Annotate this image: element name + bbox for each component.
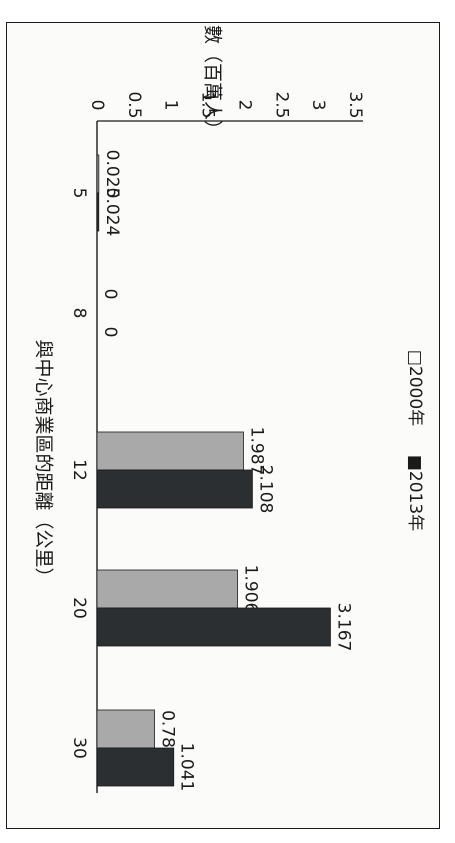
chart-frame: 0 0.5 1 1.5 2 2.5 3 3.5 人口數（百萬人） 5 8 12 20 30 與中心商業區的距… [6,22,440,829]
category-label: 20 [69,597,89,619]
data-label: 0.025 [102,150,122,199]
bar-2000 [96,431,244,471]
category-label: 8 [69,308,89,319]
data-label: 0.78 [157,710,177,748]
value-tick-label: 1 [161,100,181,111]
bar-2013 [96,747,175,787]
data-label: 2.108 [255,465,275,514]
value-tick-label: 0 [87,100,107,111]
bar-2000 [96,154,100,194]
value-axis-title: 人口數（百萬人） [202,23,224,139]
value-tick-label: 3.5 [345,91,365,118]
value-tick-label: 2 [234,100,254,111]
data-label: 0 [100,289,120,300]
legend-item-label: □2000年 [405,350,425,426]
bar-chart: 0 0.5 1 1.5 2 2.5 3 3.5 人口數（百萬人） 5 8 12 20 30 與中心商業區的距… [33,23,425,793]
bar-2013 [96,469,253,509]
category-label: 5 [69,188,89,199]
data-label: 3.167 [333,603,353,652]
data-label: 1.041 [177,743,197,792]
data-label: 1.987 [246,427,266,476]
data-label: 0 [100,327,120,338]
value-tick-label: 1.5 [198,91,218,118]
category-label: 12 [69,459,89,481]
legend-item-label: ■2013年 [405,455,425,531]
bar-2013 [96,192,100,232]
data-label: 0.024 [102,188,122,237]
category-axis-title: 與中心商業區的距離（公里） [33,339,55,586]
bar-2000 [96,709,155,749]
value-tick-label: 0.5 [124,91,144,118]
bar-2000 [96,569,238,609]
bar-2013 [96,607,331,647]
value-tick-label: 2.5 [271,91,291,118]
data-label: 1.906 [240,565,260,614]
value-tick-label: 3 [308,100,328,111]
category-label: 30 [69,737,89,759]
